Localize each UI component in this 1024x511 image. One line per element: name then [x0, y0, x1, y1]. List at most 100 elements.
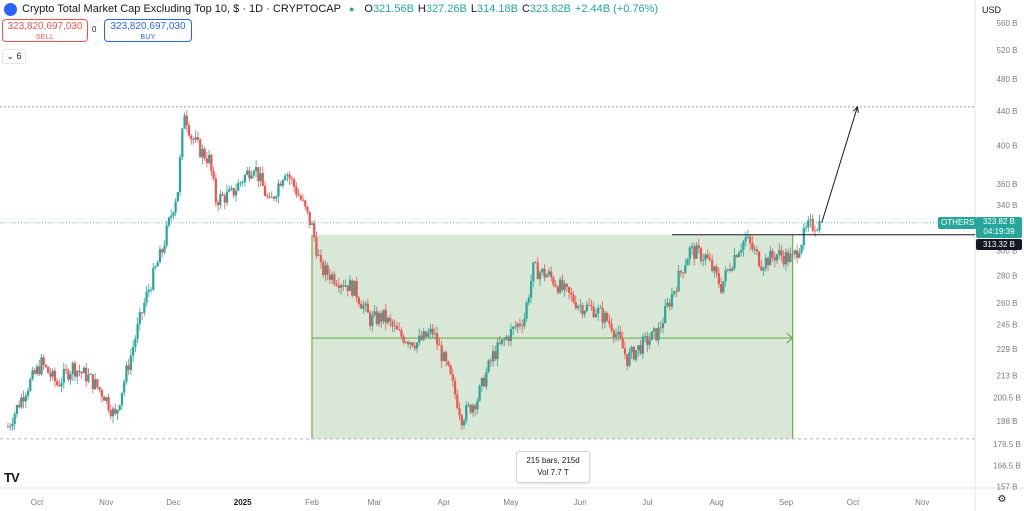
candle-body	[11, 424, 14, 427]
bar-countdown: 04:19:39	[983, 227, 1015, 236]
candle-body	[409, 342, 412, 345]
candle	[29, 377, 32, 393]
candle	[708, 252, 712, 262]
candle-body	[780, 250, 783, 256]
candle-body	[559, 279, 562, 293]
candle	[766, 256, 770, 272]
candle	[22, 390, 25, 409]
gear-icon[interactable]: ⚙	[997, 494, 1007, 505]
candle	[386, 316, 390, 326]
buy-button[interactable]: 323,820,697,030 BUY	[104, 19, 192, 42]
candle	[337, 278, 340, 293]
candle	[196, 131, 200, 143]
tradingview-logo[interactable]: TV	[4, 470, 20, 485]
candle-body	[234, 190, 238, 196]
candle	[355, 276, 358, 303]
candle-body	[521, 325, 524, 327]
symbol-title[interactable]: Crypto Total Market Cap Excluding Top 10…	[22, 3, 341, 15]
candle-body	[807, 220, 810, 228]
candle	[306, 206, 309, 215]
candle-body	[313, 223, 316, 238]
candle-body	[809, 219, 812, 221]
candle	[31, 367, 34, 381]
candle-body	[451, 374, 454, 381]
candle	[123, 378, 126, 397]
candle-body	[360, 303, 363, 309]
candle-body	[174, 201, 177, 213]
candle-body	[719, 284, 723, 293]
candle-body	[6, 426, 10, 428]
candle	[581, 302, 584, 319]
candle	[254, 160, 258, 178]
candle	[319, 249, 323, 269]
candle-body	[621, 338, 624, 349]
candle-body	[364, 303, 367, 306]
candle	[621, 331, 624, 349]
candle-body	[98, 387, 101, 390]
y-tick-label: 157 B	[997, 483, 1018, 492]
candle-body	[646, 335, 649, 345]
candle	[597, 304, 600, 321]
candle-body	[161, 249, 164, 253]
candle	[391, 319, 394, 333]
candle-body	[675, 291, 678, 293]
candle-body	[751, 242, 754, 250]
candle-body	[641, 336, 644, 354]
candle	[56, 378, 59, 387]
candle-body	[96, 379, 99, 388]
candle-body	[297, 194, 300, 196]
y-tick-label: 360 B	[997, 180, 1018, 189]
candle-body	[386, 317, 390, 323]
candle	[409, 341, 412, 350]
candle-body	[132, 347, 135, 356]
candle	[576, 304, 580, 311]
candle	[212, 166, 215, 181]
candle	[60, 377, 63, 393]
candle-body	[248, 170, 251, 179]
candle	[735, 253, 738, 258]
candle-body	[24, 395, 27, 402]
candle-body	[272, 196, 276, 199]
candle-body	[424, 331, 428, 337]
spread-value: 0	[92, 25, 97, 34]
candle-body	[796, 250, 799, 258]
candle-body	[489, 360, 492, 362]
sell-button[interactable]: 323,820,697,030 SELL	[2, 19, 88, 42]
candle	[655, 328, 658, 342]
candle-body	[85, 367, 88, 382]
candle-body	[13, 413, 16, 425]
candle	[630, 345, 633, 359]
candle	[693, 242, 696, 266]
candle-body	[681, 272, 685, 274]
candle	[149, 287, 153, 294]
candle-body	[724, 270, 727, 282]
candle-body	[688, 247, 691, 260]
x-tick-label: Nov	[915, 498, 929, 507]
candle	[684, 258, 687, 275]
candle	[541, 268, 544, 275]
candle	[523, 312, 526, 330]
candle-body	[413, 346, 416, 349]
currency-select[interactable]: USD	[982, 5, 1002, 15]
candle	[742, 239, 745, 257]
x-tick-label: Sep	[779, 498, 794, 507]
candle	[641, 333, 644, 360]
candle-body	[744, 237, 747, 242]
candles	[6, 110, 821, 431]
candle-body	[299, 195, 302, 200]
candle-body	[456, 394, 459, 409]
candle	[639, 340, 642, 356]
candle-body	[755, 249, 758, 252]
y-tick-label: 280 B	[997, 272, 1018, 281]
candle	[796, 244, 799, 264]
candle-body	[433, 333, 437, 335]
candle	[483, 374, 486, 388]
candle-body	[176, 191, 179, 202]
candle	[782, 250, 785, 268]
candle	[681, 272, 685, 280]
indicators-toggle[interactable]: ⌄ 6	[2, 49, 26, 64]
candle	[107, 393, 110, 414]
market-status-icon[interactable]: ●	[348, 4, 355, 14]
